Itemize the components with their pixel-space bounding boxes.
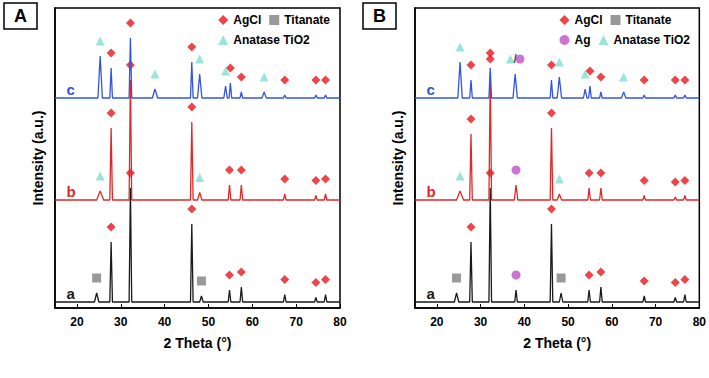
svg-text:a: a bbox=[67, 285, 76, 302]
svg-text:Anatase TiO2: Anatase TiO2 bbox=[614, 33, 691, 47]
svg-text:2 Theta (°): 2 Theta (°) bbox=[164, 335, 232, 351]
svg-text:A: A bbox=[14, 6, 27, 26]
svg-text:30: 30 bbox=[114, 315, 128, 329]
svg-text:AgCl: AgCl bbox=[575, 13, 603, 27]
svg-text:Intensity (a.u.): Intensity (a.u.) bbox=[390, 111, 406, 206]
svg-text:70: 70 bbox=[289, 315, 303, 329]
svg-text:b: b bbox=[67, 183, 76, 200]
svg-text:B: B bbox=[373, 6, 386, 26]
svg-text:AgCl: AgCl bbox=[233, 13, 261, 27]
svg-text:60: 60 bbox=[605, 315, 619, 329]
svg-text:80: 80 bbox=[333, 315, 347, 329]
svg-text:Ag: Ag bbox=[575, 33, 591, 47]
svg-text:50: 50 bbox=[202, 315, 216, 329]
svg-text:c: c bbox=[67, 81, 75, 98]
svg-text:Anatase TiO2: Anatase TiO2 bbox=[233, 33, 310, 47]
svg-text:c: c bbox=[427, 81, 435, 98]
svg-text:40: 40 bbox=[518, 315, 532, 329]
svg-text:Intensity (a.u.): Intensity (a.u.) bbox=[30, 111, 46, 206]
svg-text:20: 20 bbox=[70, 315, 84, 329]
svg-text:20: 20 bbox=[430, 315, 444, 329]
svg-text:2 Theta (°): 2 Theta (°) bbox=[523, 335, 591, 351]
svg-text:Titanate: Titanate bbox=[284, 13, 330, 27]
svg-text:50: 50 bbox=[561, 315, 575, 329]
svg-text:Titanate: Titanate bbox=[626, 13, 672, 27]
svg-text:70: 70 bbox=[649, 315, 663, 329]
svg-text:/: / bbox=[513, 52, 517, 66]
svg-text:80: 80 bbox=[693, 315, 707, 329]
svg-text:60: 60 bbox=[246, 315, 260, 329]
svg-text:40: 40 bbox=[158, 315, 172, 329]
svg-text:a: a bbox=[427, 285, 436, 302]
svg-text:b: b bbox=[427, 183, 436, 200]
svg-text:30: 30 bbox=[474, 315, 488, 329]
